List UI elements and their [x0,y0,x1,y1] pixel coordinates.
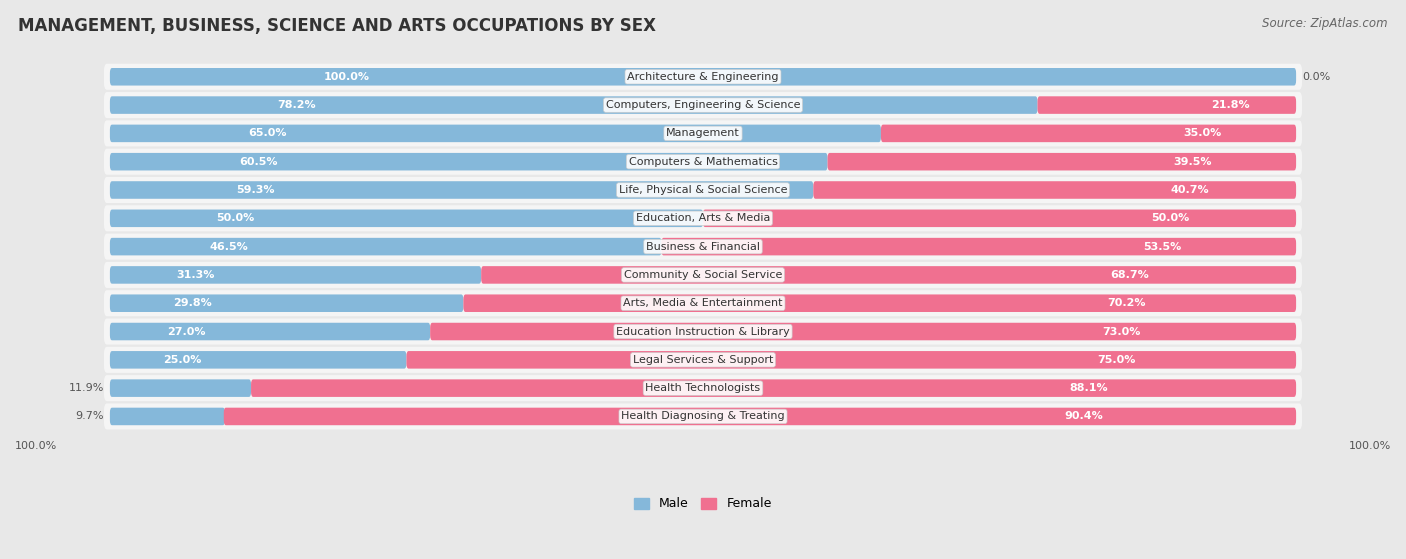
FancyBboxPatch shape [110,125,882,142]
Text: Arts, Media & Entertainment: Arts, Media & Entertainment [623,298,783,308]
Legend: Male, Female: Male, Female [630,492,776,515]
Text: 40.7%: 40.7% [1171,185,1209,195]
FancyBboxPatch shape [224,408,1296,425]
FancyBboxPatch shape [110,68,1296,86]
FancyBboxPatch shape [104,120,1302,146]
FancyBboxPatch shape [110,181,813,199]
Text: 11.9%: 11.9% [69,383,104,393]
Text: 39.5%: 39.5% [1173,157,1212,167]
Text: 88.1%: 88.1% [1070,383,1108,393]
FancyBboxPatch shape [104,262,1302,288]
Text: Source: ZipAtlas.com: Source: ZipAtlas.com [1263,17,1388,30]
Text: 70.2%: 70.2% [1108,298,1146,308]
Text: 68.7%: 68.7% [1111,270,1150,280]
FancyBboxPatch shape [1038,96,1296,114]
FancyBboxPatch shape [882,125,1296,142]
Text: Computers, Engineering & Science: Computers, Engineering & Science [606,100,800,110]
FancyBboxPatch shape [813,181,1296,199]
FancyBboxPatch shape [481,266,1296,283]
FancyBboxPatch shape [406,351,1296,368]
FancyBboxPatch shape [252,380,1296,397]
Text: Architecture & Engineering: Architecture & Engineering [627,72,779,82]
Text: 29.8%: 29.8% [173,298,212,308]
Text: 73.0%: 73.0% [1102,326,1140,337]
FancyBboxPatch shape [104,319,1302,344]
FancyBboxPatch shape [464,295,1296,312]
Text: 59.3%: 59.3% [236,185,276,195]
Text: 60.5%: 60.5% [239,157,277,167]
Text: Health Technologists: Health Technologists [645,383,761,393]
FancyBboxPatch shape [104,149,1302,175]
FancyBboxPatch shape [104,64,1302,90]
Text: 25.0%: 25.0% [163,355,201,365]
Text: 35.0%: 35.0% [1182,129,1222,139]
Text: MANAGEMENT, BUSINESS, SCIENCE AND ARTS OCCUPATIONS BY SEX: MANAGEMENT, BUSINESS, SCIENCE AND ARTS O… [18,17,657,35]
Text: Education Instruction & Library: Education Instruction & Library [616,326,790,337]
Text: 46.5%: 46.5% [209,241,247,252]
Text: Legal Services & Support: Legal Services & Support [633,355,773,365]
FancyBboxPatch shape [110,238,661,255]
FancyBboxPatch shape [430,323,1296,340]
Text: 100.0%: 100.0% [1348,441,1391,451]
Text: Community & Social Service: Community & Social Service [624,270,782,280]
Text: Life, Physical & Social Science: Life, Physical & Social Science [619,185,787,195]
Text: 78.2%: 78.2% [277,100,315,110]
FancyBboxPatch shape [104,375,1302,401]
FancyBboxPatch shape [104,234,1302,259]
FancyBboxPatch shape [661,238,1296,255]
Text: 21.8%: 21.8% [1211,100,1250,110]
FancyBboxPatch shape [110,96,1038,114]
Text: Business & Financial: Business & Financial [645,241,761,252]
FancyBboxPatch shape [104,205,1302,231]
FancyBboxPatch shape [110,408,225,425]
Text: 0.0%: 0.0% [1302,72,1330,82]
FancyBboxPatch shape [104,177,1302,203]
FancyBboxPatch shape [110,323,430,340]
Text: 65.0%: 65.0% [249,129,287,139]
Text: 27.0%: 27.0% [167,326,207,337]
Text: 31.3%: 31.3% [177,270,215,280]
Text: Computers & Mathematics: Computers & Mathematics [628,157,778,167]
Text: Health Diagnosing & Treating: Health Diagnosing & Treating [621,411,785,421]
Text: 100.0%: 100.0% [323,72,370,82]
Text: 50.0%: 50.0% [1152,214,1189,223]
FancyBboxPatch shape [110,351,406,368]
Text: 9.7%: 9.7% [76,411,104,421]
FancyBboxPatch shape [104,290,1302,316]
Text: 100.0%: 100.0% [15,441,58,451]
FancyBboxPatch shape [828,153,1296,170]
Text: Management: Management [666,129,740,139]
Text: 53.5%: 53.5% [1143,241,1182,252]
FancyBboxPatch shape [104,404,1302,429]
Text: 90.4%: 90.4% [1064,411,1104,421]
FancyBboxPatch shape [110,153,828,170]
Text: Education, Arts & Media: Education, Arts & Media [636,214,770,223]
FancyBboxPatch shape [104,92,1302,118]
Text: 75.0%: 75.0% [1098,355,1136,365]
FancyBboxPatch shape [110,266,481,283]
FancyBboxPatch shape [110,295,464,312]
Text: 50.0%: 50.0% [217,214,254,223]
FancyBboxPatch shape [110,210,703,227]
FancyBboxPatch shape [104,347,1302,373]
FancyBboxPatch shape [110,380,252,397]
FancyBboxPatch shape [703,210,1296,227]
